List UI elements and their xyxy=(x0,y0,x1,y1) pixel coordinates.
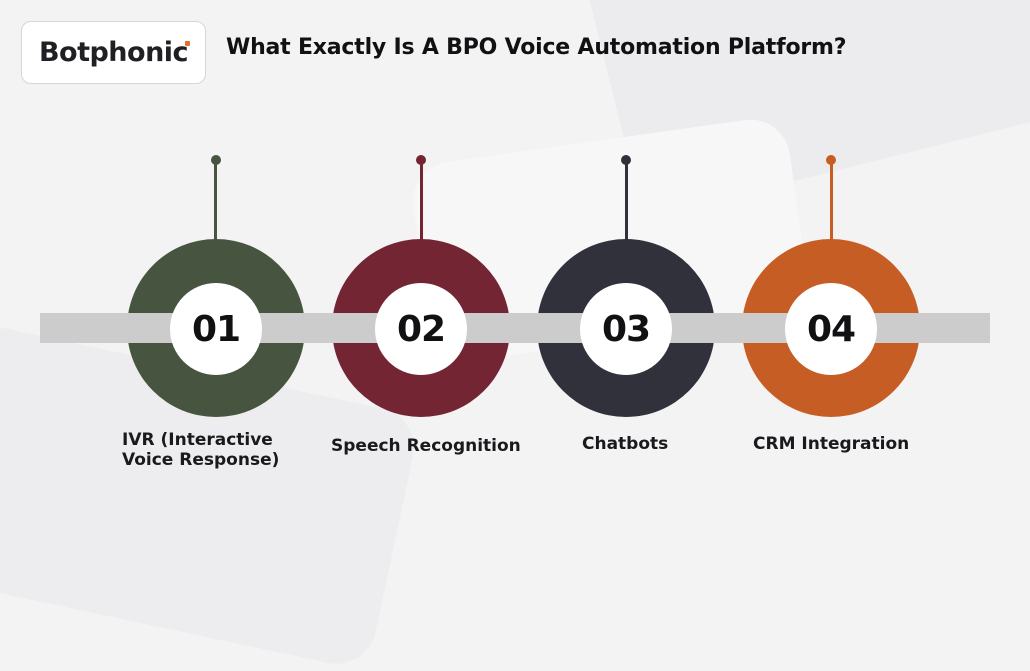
step-3-badge: 03 xyxy=(580,283,672,375)
step-1-pin xyxy=(211,155,221,165)
step-1-ring: 01 xyxy=(127,239,305,417)
step-2-number: 02 xyxy=(396,308,446,350)
step-1-label-line-2: Voice Response) xyxy=(122,450,280,470)
step-4-ring: 04 xyxy=(742,239,920,417)
step-2-label: Speech Recognition xyxy=(331,436,521,456)
background-shape xyxy=(571,0,1030,219)
step-2-badge: 02 xyxy=(375,283,467,375)
step-4-label-line-1: CRM Integration xyxy=(753,434,910,454)
brand-logo-label: Botphonic xyxy=(38,37,189,68)
page-title: What Exactly Is A BPO Voice Automation P… xyxy=(226,35,847,60)
step-2-label-line-1: Speech Recognition xyxy=(331,436,521,456)
step-4-pin xyxy=(826,155,836,165)
step-2-stem xyxy=(420,160,423,242)
step-4-label: CRM Integration xyxy=(753,434,909,454)
step-3-ring: 03 xyxy=(537,239,715,417)
step-4-stem xyxy=(830,160,833,242)
step-3-label: Chatbots xyxy=(582,434,668,454)
step-3-label-line-1: Chatbots xyxy=(582,434,669,454)
step-3-pin xyxy=(621,155,631,165)
step-1-label-line-1: IVR (Interactive xyxy=(122,430,273,450)
step-1-number: 01 xyxy=(191,308,241,350)
step-2-ring: 02 xyxy=(332,239,510,417)
step-3-number: 03 xyxy=(601,308,651,350)
brand-logo: Botphonic xyxy=(21,21,206,84)
step-4-badge: 04 xyxy=(785,283,877,375)
step-2-pin xyxy=(416,155,426,165)
step-1-label: IVR (Interactive Voice Response) xyxy=(122,430,279,470)
brand-logo-text: Botphonic xyxy=(38,37,191,68)
step-3-stem xyxy=(625,160,628,242)
step-4-number: 04 xyxy=(806,308,856,350)
step-1-stem xyxy=(214,160,217,242)
logo-accent-mark xyxy=(185,41,191,46)
step-1-badge: 01 xyxy=(170,283,262,375)
